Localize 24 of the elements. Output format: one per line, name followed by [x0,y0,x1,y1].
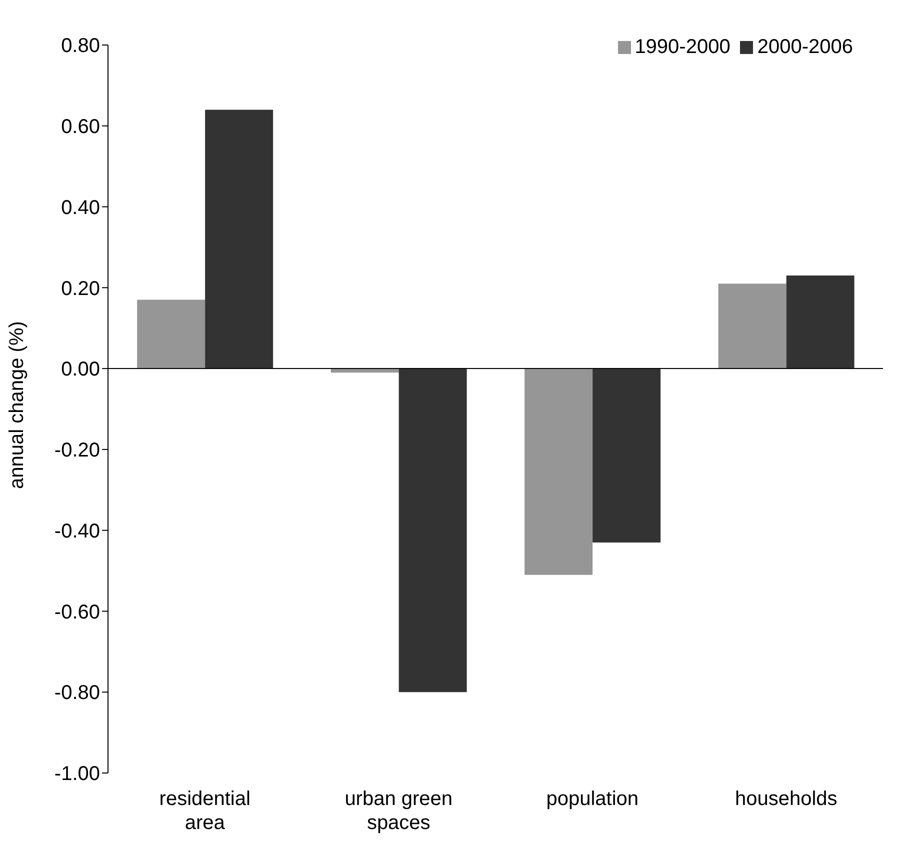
y-tick-label: 0.40 [61,196,100,219]
y-axis-title: annual change (%) [6,321,28,489]
bar [718,284,786,369]
bar [786,276,854,369]
x-tick-label: urban green spaces [344,788,453,834]
bar [137,300,206,369]
x-tick-label: residential area [159,788,250,834]
bar [205,110,274,369]
bar [398,368,467,692]
legend-label: 1990-2000 [634,36,730,58]
y-tick-label: -0.40 [54,520,100,542]
y-tick-label: 0.00 [61,358,100,381]
y-tick-label: 0.80 [61,35,100,58]
y-tick-label: 0.60 [61,116,100,138]
y-tick-label: -0.60 [54,601,100,624]
y-tick-label: -1.00 [54,763,100,786]
x-tick-label: population [546,788,639,810]
y-tick-label: -0.20 [54,440,100,462]
bar [524,368,593,575]
y-tick-label: -0.80 [54,682,100,704]
x-tick-label: households [734,788,838,810]
bar [592,368,661,542]
y-tick-label: 0.20 [61,278,100,300]
legend-label: 2000-2006 [757,36,853,58]
